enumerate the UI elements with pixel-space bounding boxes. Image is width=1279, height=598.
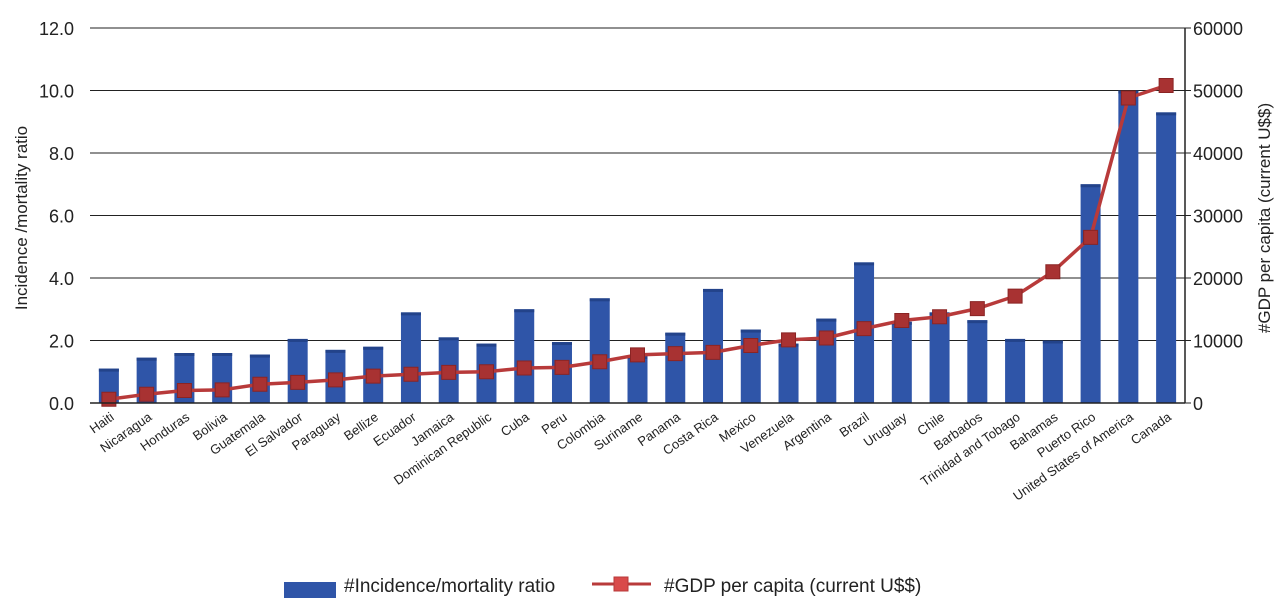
legend: #Incidence/mortality ratio #GDP per capi…: [284, 576, 921, 598]
bar: [400, 312, 421, 403]
gdp-point: [1083, 229, 1099, 245]
category-labels: HaitiNicaraguaHondurasBoliviaGuatemalaEl…: [87, 409, 1175, 504]
gdp-point: [554, 359, 570, 375]
bar-top: [325, 349, 346, 353]
left-tick-label: 8.0: [49, 144, 74, 164]
bar: [891, 321, 912, 403]
right-tick-label: 60000: [1193, 19, 1243, 39]
gdp-point: [592, 354, 608, 370]
gdp-point: [818, 330, 834, 346]
bar-top: [363, 346, 384, 350]
bar-top: [212, 353, 233, 356]
gdp-point: [1158, 78, 1174, 93]
bar: [929, 312, 950, 403]
bar: [1118, 90, 1139, 403]
gdp-point: [516, 360, 532, 376]
gdp-point: [856, 321, 872, 337]
bar: [1005, 338, 1026, 403]
left-axis-title: Incidence /mortality ratio: [12, 126, 31, 310]
left-tick-label: 0.0: [49, 394, 74, 414]
gdp-point: [630, 347, 645, 363]
bar: [1042, 340, 1063, 403]
right-tick-label: 40000: [1193, 144, 1243, 164]
gdp-point: [932, 309, 948, 325]
bar-top: [438, 337, 459, 341]
bar-top: [740, 329, 761, 333]
bar: [665, 332, 686, 403]
gdp-point: [781, 332, 797, 348]
gdp-point: [969, 301, 985, 317]
gdp-point: [101, 391, 117, 407]
gdp-point: [1007, 288, 1023, 304]
gdp-point: [365, 368, 381, 384]
bar-top: [476, 343, 497, 347]
gdp-point: [176, 383, 192, 398]
bar-top: [136, 357, 157, 361]
bar-top: [400, 312, 421, 316]
gdp-point: [403, 366, 419, 382]
bar: [1156, 112, 1177, 403]
left-tick-label: 12.0: [39, 19, 74, 39]
gdp-point: [139, 386, 155, 402]
bar: [287, 338, 308, 403]
gdp-point: [252, 376, 268, 392]
legend-label-bar: #Incidence/mortality ratio: [344, 576, 555, 597]
axes: [90, 28, 1186, 404]
bar: [589, 298, 610, 403]
bar-top: [1042, 340, 1063, 344]
gdp-point: [894, 313, 910, 328]
gdp-point: [743, 338, 759, 353]
bar-top: [816, 318, 837, 322]
bar-top: [174, 353, 195, 356]
gdp-point: [290, 374, 306, 390]
bar-top: [967, 320, 988, 324]
bar-top: [703, 288, 724, 292]
category-label: Uruguay: [861, 409, 910, 450]
right-tick-label: 50000: [1193, 82, 1243, 102]
right-axis-ticks: 0 10000 20000 30000 40000 50000 60000: [1185, 19, 1243, 414]
bar: [778, 343, 799, 403]
left-tick-label: 4.0: [49, 269, 74, 289]
gdp-point: [327, 372, 343, 388]
legend-swatch-marker: [613, 576, 629, 592]
bar: [967, 320, 988, 403]
gdp-point: [1120, 90, 1136, 106]
bar-top: [665, 332, 686, 336]
bar: [627, 356, 648, 403]
bar: [514, 309, 535, 403]
bar-top: [287, 338, 308, 342]
bar-top: [249, 354, 270, 358]
bar-top: [514, 309, 535, 313]
right-tick-label: 30000: [1193, 207, 1243, 227]
right-tick-label: 20000: [1193, 269, 1243, 289]
right-tick-label: 10000: [1193, 332, 1243, 352]
gdp-point: [667, 346, 683, 362]
left-axis-ticks: 0.0 2.0 4.0 6.0 8.0 10.0 12.0: [39, 19, 74, 414]
bar-top: [1080, 184, 1101, 188]
bar-top: [854, 262, 875, 266]
bar-top: [1005, 338, 1026, 342]
gdp-point: [705, 344, 721, 360]
left-tick-label: 10.0: [39, 82, 74, 102]
bar-top: [98, 368, 119, 372]
left-tick-label: 6.0: [49, 207, 74, 227]
gdp-point: [1045, 264, 1061, 280]
category-label: Cuba: [498, 409, 533, 440]
legend-label-line: #GDP per capita (current U$$): [664, 576, 921, 597]
gdp-point: [478, 364, 494, 380]
line-series: [101, 78, 1174, 407]
bar-top: [551, 342, 572, 346]
gdp-point: [441, 364, 457, 380]
legend-swatch-bar: [284, 582, 336, 598]
bar-top: [589, 298, 610, 302]
right-tick-label: 0: [1193, 394, 1203, 414]
left-tick-label: 2.0: [49, 332, 74, 352]
bar-top: [1156, 112, 1177, 116]
gdp-point: [214, 382, 230, 398]
category-label: Canada: [1128, 409, 1175, 448]
gridlines: [90, 27, 1185, 404]
right-axis-title: #GDP per capita (current U$$): [1255, 103, 1274, 333]
